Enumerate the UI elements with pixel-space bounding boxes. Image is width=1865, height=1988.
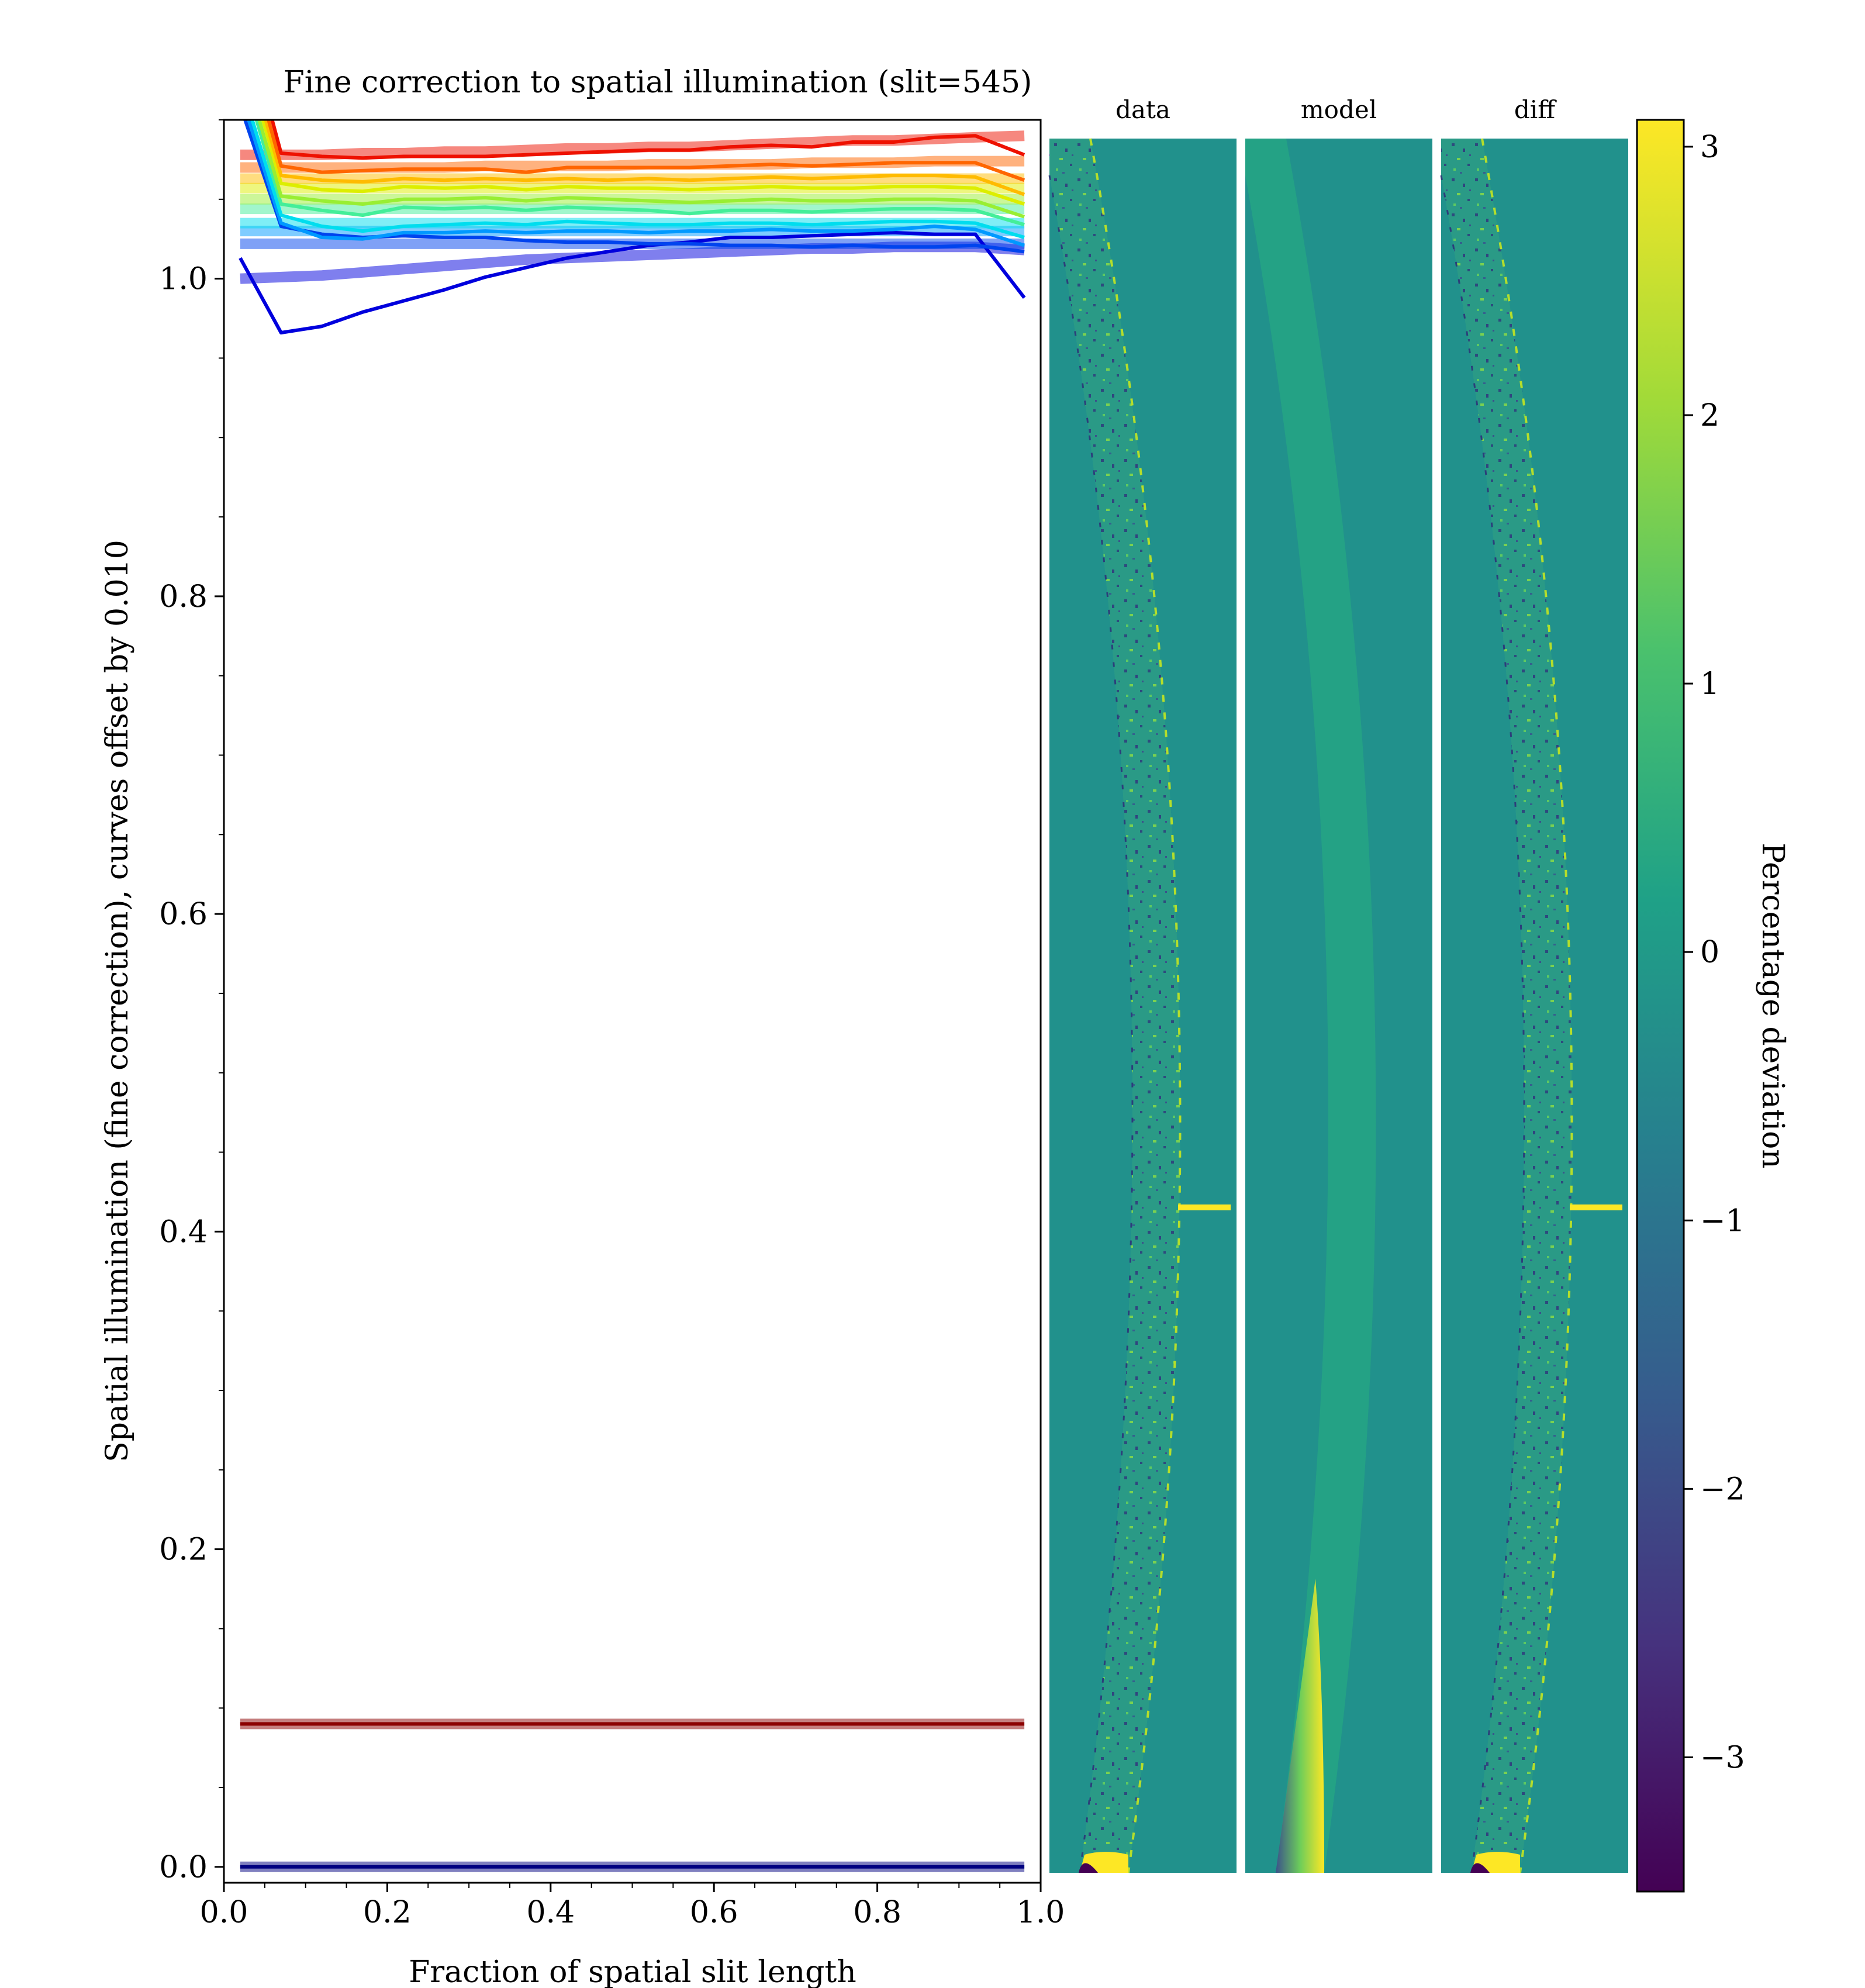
- x-tick-label: 0.6: [690, 1895, 738, 1930]
- model-slit-arc: [1245, 139, 1376, 1873]
- x-tick-label: 0.8: [853, 1895, 902, 1930]
- colorbar: 3 2 1 0 −1 −2 −3 Percentage deviation: [1636, 119, 1790, 1893]
- colorbar-label: Percentage deviation: [1755, 843, 1790, 1169]
- colorbar-tick-label: 2: [1700, 398, 1719, 433]
- data-slit-arc: [1049, 139, 1180, 1873]
- data-panel: [1048, 138, 1237, 1873]
- y-tick-label: 0.8: [159, 579, 208, 615]
- colorbar-tick-label: −2: [1700, 1472, 1745, 1507]
- panel-title-data: data: [1115, 95, 1170, 124]
- x-axis-label: Fraction of spatial slit length: [409, 1955, 856, 1988]
- colorbar-tick-label: −1: [1700, 1203, 1745, 1238]
- plot-title: Fine correction to spatial illumination …: [284, 65, 1032, 100]
- diff-panel: [1440, 138, 1628, 1873]
- colorbar-tick-label: 3: [1700, 130, 1719, 165]
- series-0-fit: [240, 241, 1025, 284]
- x-tick-label: 0.0: [200, 1895, 248, 1930]
- panel-title-diff: diff: [1514, 95, 1557, 124]
- y-tick-label: 1.0: [159, 262, 208, 297]
- image-panels: data model diff: [1048, 95, 1628, 1873]
- model-panel: [1245, 139, 1432, 1873]
- y-tick-label: 0.0: [159, 1850, 208, 1885]
- series-2-line: [247, 120, 1025, 247]
- colorbar-tick-label: −3: [1700, 1740, 1745, 1775]
- series-4-line: [254, 120, 1025, 227]
- illumination-line-plot: Fine correction to spatial illumination …: [100, 65, 1065, 1988]
- colorbar-tick-label: 0: [1700, 935, 1719, 970]
- x-tick-label: 0.4: [526, 1895, 575, 1930]
- panel-title-model: model: [1301, 95, 1377, 124]
- colorbar-tick-label: 1: [1700, 667, 1719, 702]
- y-tick-label: 0.2: [159, 1533, 208, 1568]
- y-tick-label: 0.4: [159, 1214, 208, 1250]
- series-7-line: [264, 120, 1025, 196]
- y-axis-label: Spatial illumination (fine correction), …: [100, 540, 135, 1462]
- series-5-line: [257, 120, 1025, 219]
- diff-slit-arc: [1441, 139, 1572, 1873]
- series-3-line: [250, 120, 1025, 239]
- colorbar-gradient: [1636, 119, 1685, 1893]
- series-8-line: [267, 120, 1025, 182]
- x-tick-label: 0.2: [363, 1895, 412, 1930]
- series-9-line: [270, 120, 1025, 160]
- plot-frame: [223, 119, 1042, 1884]
- series-6-line: [261, 120, 1025, 206]
- y-tick-label: 0.6: [159, 897, 208, 932]
- series-0-line: [239, 230, 1026, 334]
- x-tick-label: 1.0: [1017, 1895, 1065, 1930]
